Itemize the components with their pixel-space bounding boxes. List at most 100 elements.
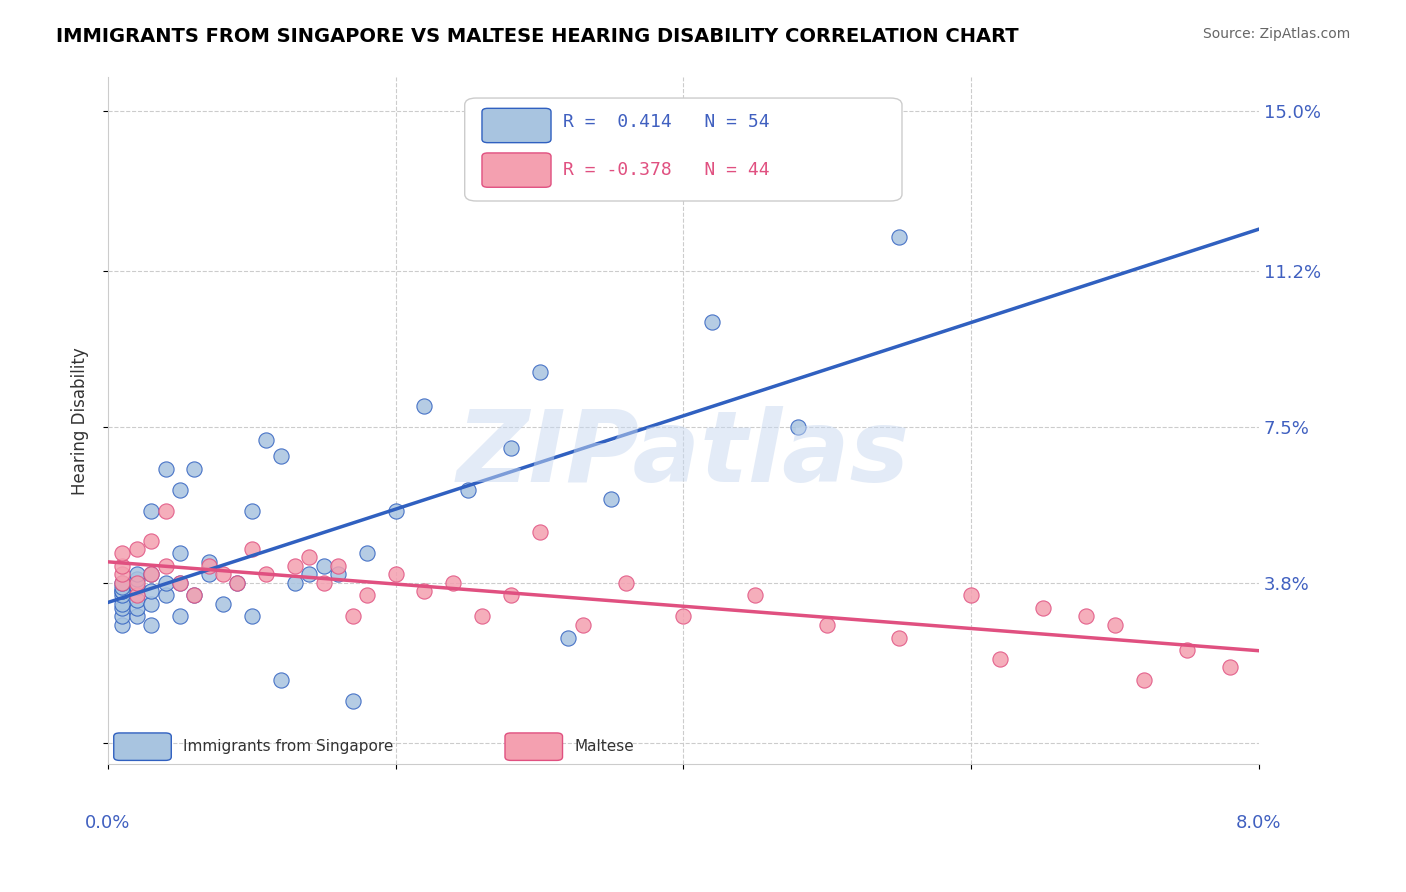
Text: Immigrants from Singapore: Immigrants from Singapore	[183, 739, 394, 754]
Point	[226, 575, 249, 590]
Point	[254, 433, 277, 447]
Point	[887, 631, 910, 645]
Point	[139, 567, 162, 582]
FancyBboxPatch shape	[465, 98, 903, 201]
Point	[700, 315, 723, 329]
Point	[284, 558, 307, 573]
FancyBboxPatch shape	[505, 733, 562, 760]
Point	[342, 694, 364, 708]
Point	[155, 558, 177, 573]
Point	[787, 420, 810, 434]
Point	[342, 609, 364, 624]
Point	[212, 597, 235, 611]
Point	[139, 584, 162, 599]
Point	[139, 567, 162, 582]
Point	[183, 588, 205, 602]
Point	[169, 575, 191, 590]
Point	[125, 609, 148, 624]
Point	[139, 618, 162, 632]
Point	[197, 558, 219, 573]
Point	[988, 651, 1011, 665]
Point	[457, 483, 479, 497]
Point	[744, 588, 766, 602]
Point	[197, 567, 219, 582]
Point	[169, 483, 191, 497]
Point	[125, 542, 148, 557]
Point	[557, 631, 579, 645]
Point	[111, 618, 134, 632]
Point	[284, 575, 307, 590]
Text: Source: ZipAtlas.com: Source: ZipAtlas.com	[1202, 27, 1350, 41]
Point	[384, 504, 406, 518]
Point	[413, 399, 436, 413]
Point	[139, 533, 162, 548]
Point	[139, 597, 162, 611]
Point	[183, 588, 205, 602]
Point	[155, 588, 177, 602]
Point	[1104, 618, 1126, 632]
Point	[111, 597, 134, 611]
Point	[169, 609, 191, 624]
Point	[960, 588, 983, 602]
Text: Maltese: Maltese	[574, 739, 634, 754]
Point	[600, 491, 623, 506]
Point	[139, 504, 162, 518]
FancyBboxPatch shape	[482, 153, 551, 187]
Point	[672, 609, 695, 624]
Point	[815, 618, 838, 632]
Point	[111, 567, 134, 582]
Point	[1219, 660, 1241, 674]
Point	[312, 558, 335, 573]
Point	[111, 558, 134, 573]
Point	[111, 575, 134, 590]
FancyBboxPatch shape	[114, 733, 172, 760]
Point	[356, 588, 378, 602]
Point	[125, 575, 148, 590]
Point	[111, 584, 134, 599]
Point	[197, 555, 219, 569]
Point	[326, 567, 349, 582]
Point	[125, 567, 148, 582]
Point	[226, 575, 249, 590]
Point	[413, 584, 436, 599]
Point	[298, 567, 321, 582]
Point	[125, 588, 148, 602]
Point	[155, 575, 177, 590]
Text: IMMIGRANTS FROM SINGAPORE VS MALTESE HEARING DISABILITY CORRELATION CHART: IMMIGRANTS FROM SINGAPORE VS MALTESE HEA…	[56, 27, 1019, 45]
Point	[169, 546, 191, 560]
Point	[111, 546, 134, 560]
Point	[125, 592, 148, 607]
Point	[471, 609, 494, 624]
Text: 8.0%: 8.0%	[1236, 814, 1281, 832]
Point	[169, 575, 191, 590]
Point	[155, 504, 177, 518]
Point	[499, 441, 522, 455]
Point	[183, 462, 205, 476]
Point	[614, 575, 637, 590]
Point	[529, 525, 551, 540]
Point	[887, 230, 910, 244]
Point	[1032, 601, 1054, 615]
Point	[298, 550, 321, 565]
Point	[571, 618, 593, 632]
Point	[212, 567, 235, 582]
Text: 0.0%: 0.0%	[86, 814, 131, 832]
Point	[125, 572, 148, 586]
Text: R =  0.414   N = 54: R = 0.414 N = 54	[562, 113, 769, 131]
Point	[1074, 609, 1097, 624]
Point	[125, 580, 148, 594]
Point	[254, 567, 277, 582]
Point	[499, 588, 522, 602]
Point	[1132, 673, 1154, 687]
Point	[155, 462, 177, 476]
Point	[1175, 643, 1198, 657]
Point	[111, 584, 134, 599]
Y-axis label: Hearing Disability: Hearing Disability	[72, 347, 89, 494]
Point	[111, 588, 134, 602]
Point	[240, 542, 263, 557]
Point	[441, 575, 464, 590]
Point	[111, 609, 134, 624]
Point	[326, 558, 349, 573]
Point	[111, 601, 134, 615]
Point	[356, 546, 378, 560]
